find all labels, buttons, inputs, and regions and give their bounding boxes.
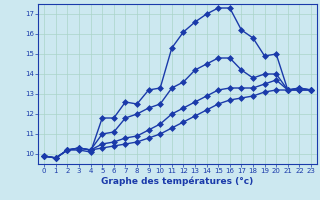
X-axis label: Graphe des températures (°c): Graphe des températures (°c) (101, 177, 254, 186)
